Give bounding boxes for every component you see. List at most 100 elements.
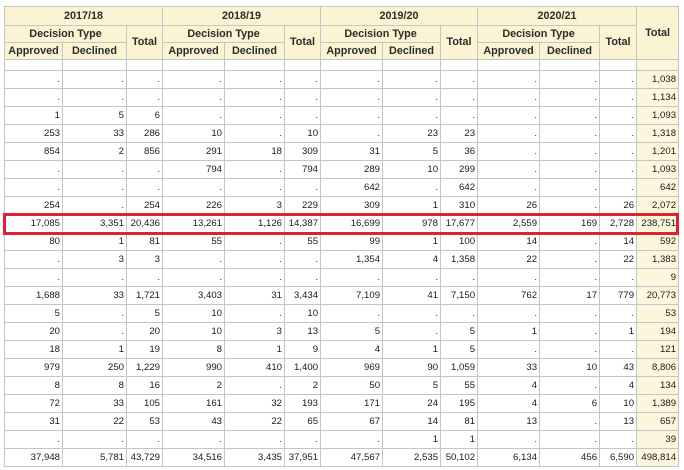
- table-cell: 1: [382, 196, 442, 215]
- table-cell: .: [440, 106, 479, 125]
- row-grand-total-cell: 2,072: [636, 196, 680, 215]
- table-cell: .: [224, 376, 286, 395]
- row-grand-total-cell: 592: [636, 232, 680, 251]
- table-cell: 1,400: [284, 358, 322, 377]
- approved-header: Approved: [4, 42, 63, 60]
- row-grand-total-cell: 498,814: [636, 448, 680, 467]
- table-cell: 3,434: [284, 286, 322, 305]
- table-cell: .: [125, 268, 164, 287]
- table-cell: .: [125, 70, 164, 89]
- table-row: 72 33 105 161 32 193 171 24 195 4 6 10 1,389: [4, 394, 680, 413]
- table-cell: .: [320, 430, 384, 449]
- table-cell: .: [62, 178, 127, 197]
- table-cell: 5,781: [62, 448, 127, 467]
- table-cell: 642: [320, 178, 384, 197]
- table-cell: 8: [4, 376, 63, 395]
- table-cell: 17,085: [4, 214, 63, 233]
- declined-header: Declined: [224, 42, 286, 60]
- table-cell: [477, 59, 541, 71]
- table-cell: 22: [62, 412, 127, 431]
- table-cell: 16: [125, 376, 164, 395]
- decision-type-header: Decision Type: [477, 25, 601, 43]
- table-cell: 33: [62, 124, 127, 143]
- table-cell: .: [477, 88, 541, 107]
- row-grand-total-cell: 1,038: [636, 70, 680, 89]
- table-cell: [162, 59, 226, 71]
- table-cell: 43: [599, 358, 638, 377]
- row-grand-total-cell: 238,751: [636, 214, 680, 233]
- table-cell: .: [4, 250, 63, 269]
- table-row: 1 5 6......... 1,093: [4, 106, 680, 125]
- table-cell: .: [477, 268, 541, 287]
- table-cell: 20,436: [125, 214, 164, 233]
- table-cell: 23: [382, 124, 442, 143]
- row-grand-total-cell: 8,806: [636, 358, 680, 377]
- table-cell: .: [382, 304, 442, 323]
- table-cell: 50,102: [440, 448, 479, 467]
- table-cell: .: [224, 430, 286, 449]
- table-cell: .: [284, 178, 322, 197]
- table-cell: 65: [284, 412, 322, 431]
- table-cell: [4, 59, 63, 71]
- table-cell: 289: [320, 160, 384, 179]
- table-cell: .: [284, 268, 322, 287]
- table-row: 20. 20 10 3 13 5. 5 1. 1 194: [4, 322, 680, 341]
- decision-type-header-row: Decision Type Total Decision Type Total …: [4, 25, 679, 60]
- table-cell: 3: [224, 196, 286, 215]
- row-grand-total-cell: 53: [636, 304, 680, 323]
- table-cell: 23: [440, 124, 479, 143]
- table-cell: 1: [62, 340, 127, 359]
- table-cell: 195: [440, 394, 479, 413]
- table-cell: .: [382, 322, 442, 341]
- table-cell: 6,134: [477, 448, 541, 467]
- table-cell: 990: [162, 358, 226, 377]
- table-cell: 43: [162, 412, 226, 431]
- table-cell: 80: [4, 232, 63, 251]
- table-cell: 4: [477, 376, 541, 395]
- table-cell: 4: [477, 394, 541, 413]
- table-cell: .: [62, 160, 127, 179]
- table-cell: 10: [284, 124, 322, 143]
- table-row: . 3 3... 1,354 4 1,358 22. 22 1,383: [4, 250, 680, 269]
- table-cell: 13,261: [162, 214, 226, 233]
- table-cell: 5: [440, 340, 479, 359]
- table-row: ...... 642. 642... 642: [4, 178, 680, 197]
- table-cell: .: [539, 142, 601, 161]
- table-cell: 1: [382, 232, 442, 251]
- table-cell: 10: [162, 304, 226, 323]
- table-cell: .: [224, 232, 286, 251]
- table-cell: 1,721: [125, 286, 164, 305]
- table-cell: 193: [284, 394, 322, 413]
- table-cell: 1: [382, 430, 442, 449]
- table-cell: 19: [125, 340, 164, 359]
- table-cell: 5: [4, 304, 63, 323]
- table-cell: 2,535: [382, 448, 442, 467]
- table-cell: 33: [62, 394, 127, 413]
- table-cell: .: [62, 196, 127, 215]
- table-cell: 410: [224, 358, 286, 377]
- table-cell: .: [382, 88, 442, 107]
- table-cell: 36: [440, 142, 479, 161]
- table-cell: .: [477, 106, 541, 125]
- table-cell: 161: [162, 394, 226, 413]
- table-cell: 5: [382, 376, 442, 395]
- table-cell: 31: [320, 142, 384, 161]
- table-cell: .: [162, 88, 226, 107]
- table-cell: 1: [224, 340, 286, 359]
- table-cell: .: [539, 250, 601, 269]
- table-cell: .: [539, 322, 601, 341]
- table-row: 5. 5 10. 10...... 53: [4, 304, 680, 323]
- table-cell: 1: [382, 340, 442, 359]
- table-row: ............ 1,134: [4, 88, 680, 107]
- table-cell: .: [162, 268, 226, 287]
- table-cell: 81: [440, 412, 479, 431]
- table-cell: 5: [382, 142, 442, 161]
- table-cell: .: [224, 160, 286, 179]
- table-cell: .: [320, 268, 384, 287]
- table-cell: 2: [284, 376, 322, 395]
- table-cell: .: [477, 124, 541, 143]
- table-cell: 779: [599, 286, 638, 305]
- table-row: 80 1 81 55. 55 99 1 100 14. 14 592: [4, 232, 680, 251]
- table-cell: 309: [320, 196, 384, 215]
- table-cell: .: [125, 160, 164, 179]
